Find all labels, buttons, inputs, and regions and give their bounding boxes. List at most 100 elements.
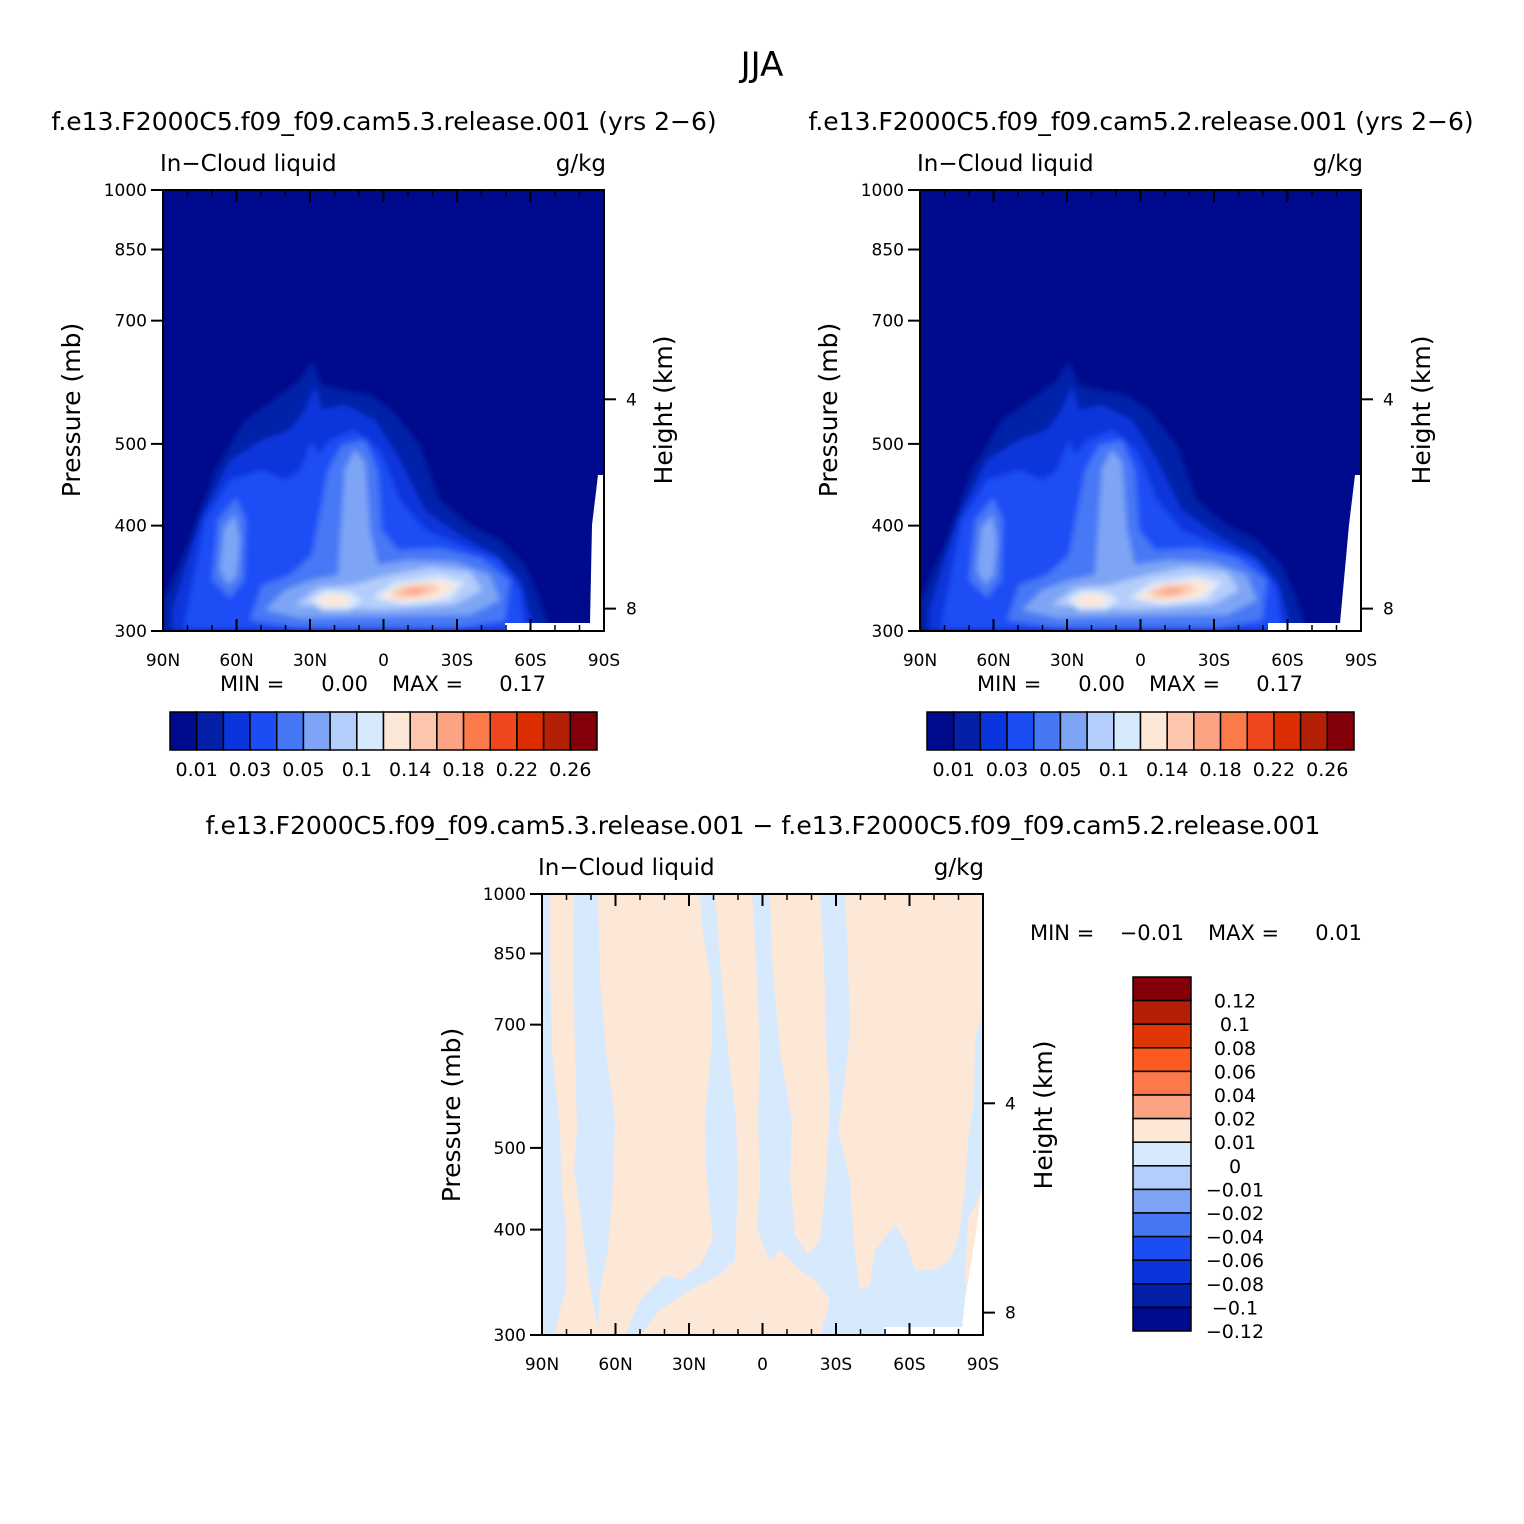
panel-a-xtick-label: 90N xyxy=(146,651,180,671)
diff-colorbar-label: 0.06 xyxy=(1214,1061,1256,1083)
diff-ytick-label: 300 xyxy=(494,1326,526,1346)
panel-b-colorbar-box xyxy=(1139,711,1168,751)
panel-b-axes: 90N 60N 30N 0 30S 60S 90S 300 400 500 700 850 1000 8 4 xyxy=(861,181,1394,671)
panel-a-min-value: 0.00 xyxy=(321,672,368,696)
diff-colorbar-label: −0.12 xyxy=(1206,1321,1264,1343)
diff-colorbar-label: 0.08 xyxy=(1214,1038,1256,1060)
diff-ytick-label: 700 xyxy=(494,1016,526,1036)
panel-b-missing-data xyxy=(1268,475,1361,631)
panel-b-ylabel-right: Height (km) xyxy=(1407,336,1436,485)
diff-colorbar-label: −0.02 xyxy=(1206,1203,1264,1225)
panel-b-colorbar-box xyxy=(1273,711,1302,751)
panel-b-colorbar-box xyxy=(1166,711,1195,751)
panel-a-axes: 90N 60N 30N 0 30S 60S 90S 300 400 500 700 850 1000 8 4 xyxy=(104,181,637,671)
panel-b-xtick-label: 90N xyxy=(903,651,937,671)
panel-a-colorbar-box xyxy=(569,711,598,751)
panel-b-colorbar-label: 0.1 xyxy=(1099,759,1129,781)
panel-a-colorbar-box xyxy=(489,711,518,751)
diff-ytick-label: 500 xyxy=(494,1139,526,1159)
diff-colorbar-label: 0.01 xyxy=(1214,1132,1256,1154)
diff-positive-region-4 xyxy=(770,894,830,1255)
panel-a-colorbar-label: 0.26 xyxy=(549,759,591,781)
panel-a-colorbar-box xyxy=(436,711,465,751)
panel-b-field xyxy=(919,189,1362,632)
panel-a-ylabel: Pressure (mb) xyxy=(57,323,86,497)
panel-a-contour-5a xyxy=(220,515,240,585)
diff-colorbar-box xyxy=(1132,1165,1192,1191)
diff-min-text: MIN = xyxy=(1030,921,1094,945)
diff-colorbar-box xyxy=(1132,1212,1192,1238)
panel-a-units: g/kg xyxy=(556,151,606,177)
diff-ytick-label: 850 xyxy=(494,945,526,965)
panel-a-ytick-label: 1000 xyxy=(104,181,147,201)
panel-a-colorbar-box xyxy=(222,711,251,751)
panel-a-ytick-label: 300 xyxy=(115,622,147,642)
panel-a-colorbar-label: 0.14 xyxy=(389,759,431,781)
panel-a-colorbar-box xyxy=(276,711,305,751)
panel-a-contour-10 xyxy=(402,588,427,595)
panel-b-ytick-label: 300 xyxy=(872,622,904,642)
diff-ylabel: Pressure (mb) xyxy=(437,1028,466,1202)
diff-colorbar: 0.120.10.080.060.040.020.010−0.01−0.02−0… xyxy=(1132,976,1264,1343)
panel-b-colorbar-box xyxy=(979,711,1008,751)
panel-a-min-text: MIN = xyxy=(220,672,284,696)
panel-b-colorbar-label: 0.01 xyxy=(933,759,975,781)
diff-left-label: In−Cloud liquid xyxy=(538,855,715,881)
panel-a-ytick-label: 850 xyxy=(115,241,147,261)
panel-b-contour-10 xyxy=(1159,588,1184,595)
panel-b-colorbar: 0.01 0.03 0.05 0.1 0.14 0.18 0.22 0.26 xyxy=(926,711,1355,781)
panel-a-colorbar-box xyxy=(409,711,438,751)
panel-a-colorbar-box xyxy=(249,711,278,751)
panel-a: f.e13.F2000C5.f09_f09.cam5.3.release.001… xyxy=(51,107,716,781)
panel-b-max-text: MAX = xyxy=(1149,672,1220,696)
panel-a-xtick-label: 60S xyxy=(514,651,546,671)
panel-a-field xyxy=(162,189,605,632)
diff-colorbar-label: −0.04 xyxy=(1206,1227,1264,1249)
panel-b-colorbar-label: 0.22 xyxy=(1253,759,1295,781)
panel-a-colorbar: 0.01 0.03 0.05 0.1 0.14 0.18 0.22 0.26 xyxy=(169,711,598,781)
panel-a-left-label: In−Cloud liquid xyxy=(160,151,337,177)
panel-b-xtick-label: 60S xyxy=(1271,651,1303,671)
panel-b-colorbar-label: 0.26 xyxy=(1306,759,1348,781)
panel-b-ytick-label: 850 xyxy=(872,241,904,261)
panel-b-colorbar-box xyxy=(1193,711,1222,751)
diff-colorbar-label: 0 xyxy=(1229,1156,1241,1178)
panel-b-colorbar-box xyxy=(1033,711,1062,751)
diff-missing-data xyxy=(884,1180,983,1335)
figure-title: JJA xyxy=(739,45,784,85)
diff-units: g/kg xyxy=(934,855,984,881)
diff-ytick-label: 1000 xyxy=(483,885,526,905)
diff-positive-region-1 xyxy=(550,894,600,1335)
panel-b-xtick-label: 90S xyxy=(1345,651,1377,671)
panel-b-ytick-label: 400 xyxy=(872,517,904,537)
panel-a-colorbar-label: 0.1 xyxy=(342,759,372,781)
diff-xtick-label: 0 xyxy=(757,1355,768,1375)
panel-b-xtick-label: 30N xyxy=(1050,651,1084,671)
panel-b-colorbar-box xyxy=(1059,711,1088,751)
panel-a-colorbar-box xyxy=(329,711,358,751)
panel-b-ytick-label: 500 xyxy=(872,435,904,455)
panel-a-y2tick-label: 4 xyxy=(626,390,637,410)
diff-positive-region-3 xyxy=(640,894,830,1335)
diff-xtick-label: 60N xyxy=(598,1355,632,1375)
diff-colorbar-box xyxy=(1132,1070,1192,1096)
diff-colorbar-box xyxy=(1132,1283,1192,1309)
diff-y2tick-label: 8 xyxy=(1005,1304,1016,1324)
diff-axes: 90N 60N 30N 0 30S 60S 90S 300 400 500 700 850 1000 8 4 xyxy=(483,885,1016,1375)
panel-a-colorbar-label: 0.05 xyxy=(282,759,324,781)
panel-b-xtick-label: 0 xyxy=(1135,651,1146,671)
diff-xtick-label: 90N xyxy=(525,1355,559,1375)
panel-b-title: f.e13.F2000C5.f09_f09.cam5.2.release.001… xyxy=(808,107,1473,136)
panel-a-ylabel-right: Height (km) xyxy=(649,336,678,485)
panel-a-colorbar-label: 0.03 xyxy=(229,759,271,781)
panel-a-missing-data xyxy=(505,475,604,631)
panel-b-left-label: In−Cloud liquid xyxy=(917,151,1094,177)
panel-b-y2tick-label: 8 xyxy=(1383,600,1394,620)
panel-a-colorbar-box xyxy=(169,711,198,751)
diff-colorbar-label: −0.08 xyxy=(1206,1274,1264,1296)
panel-b-xtick-label: 30S xyxy=(1198,651,1230,671)
diff-ytick-label: 400 xyxy=(494,1221,526,1241)
panel-b-colorbar-box xyxy=(1006,711,1035,751)
diff-xtick-label: 30N xyxy=(672,1355,706,1375)
diff-colorbar-box xyxy=(1132,1094,1192,1120)
